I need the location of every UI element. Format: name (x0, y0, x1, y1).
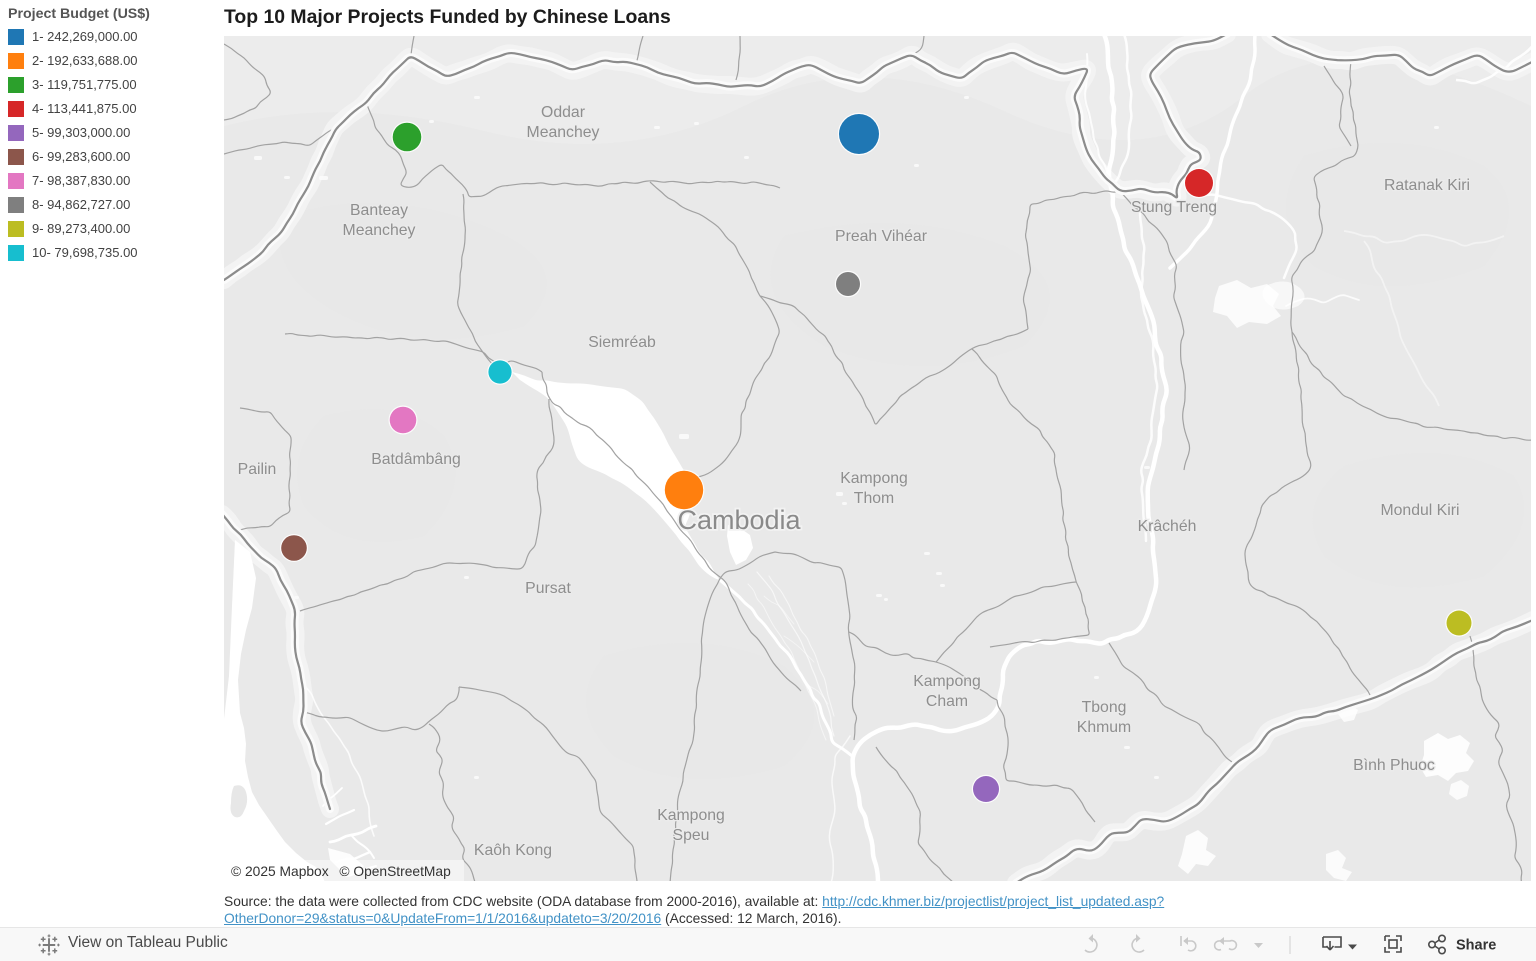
svg-text:Kaôh Kong: Kaôh Kong (474, 842, 552, 859)
svg-text:Banteay: Banteay (350, 202, 408, 219)
svg-text:Oddar: Oddar (541, 104, 585, 121)
svg-text:Bình Phuoc: Bình Phuoc (1353, 757, 1435, 774)
svg-text:Kampong: Kampong (840, 470, 908, 487)
svg-text:Preah Vihéar: Preah Vihéar (835, 228, 927, 245)
svg-text:Mondul Kiri: Mondul Kiri (1380, 502, 1459, 519)
svg-text:Cham: Cham (926, 693, 968, 710)
svg-text:Stung Treng: Stung Treng (1131, 199, 1217, 216)
svg-text:Meanchey: Meanchey (527, 124, 600, 141)
svg-text:Batdâmbâng: Batdâmbâng (371, 451, 461, 468)
svg-text:Tbong: Tbong (1082, 699, 1127, 716)
svg-text:© 2025 Mapbox © OpenStreetMap: © 2025 Mapbox © OpenStreetMap (231, 864, 451, 879)
svg-text:Pursat: Pursat (525, 580, 571, 597)
svg-text:Krâchéh: Krâchéh (1138, 518, 1197, 535)
svg-text:Share: Share (1456, 938, 1496, 954)
svg-text:Kampong: Kampong (657, 807, 725, 824)
svg-text:Pailin: Pailin (238, 461, 277, 478)
svg-text:Speu: Speu (673, 827, 710, 844)
svg-text:Cambodia: Cambodia (677, 505, 801, 535)
svg-text:Thom: Thom (854, 490, 894, 507)
svg-text:Meanchey: Meanchey (343, 222, 416, 239)
svg-text:Kampong: Kampong (913, 673, 981, 690)
svg-text:Ratanak Kiri: Ratanak Kiri (1384, 177, 1470, 194)
svg-text:Khmum: Khmum (1077, 719, 1131, 736)
svg-text:Siemréab: Siemréab (588, 334, 656, 351)
